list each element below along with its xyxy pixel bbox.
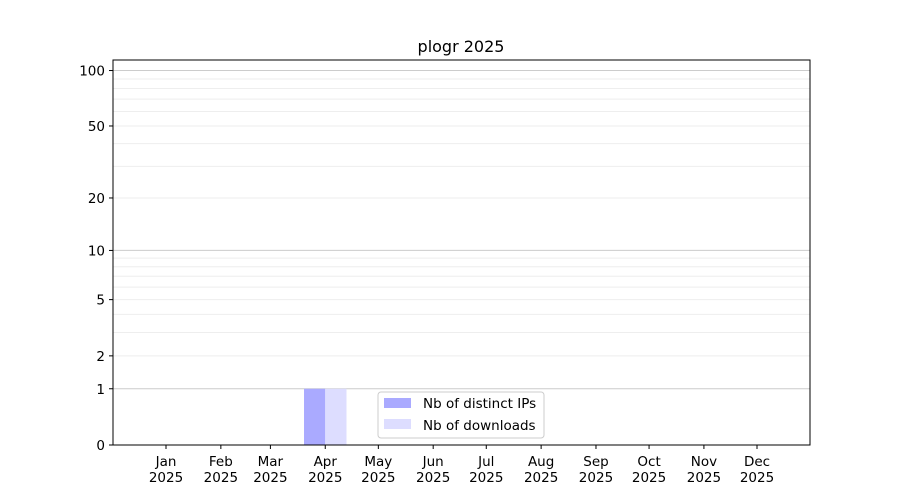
bar-distinct-ips xyxy=(304,388,326,445)
y-tick-label: 2 xyxy=(96,349,105,365)
bar-downloads xyxy=(325,388,347,445)
y-tick-label: 50 xyxy=(88,119,105,135)
x-tick-label: 2025 xyxy=(253,470,287,486)
legend-label-downloads: Nb of downloads xyxy=(423,418,536,434)
x-tick-label: 2025 xyxy=(361,470,395,486)
x-tick-label: 2025 xyxy=(149,470,183,486)
y-tick-label: 5 xyxy=(96,293,105,309)
chart-title: plogr 2025 xyxy=(418,37,505,56)
x-tick-label: Jul xyxy=(477,454,494,470)
x-tick-label: Oct xyxy=(637,454,660,470)
x-tick-label: 2025 xyxy=(687,470,721,486)
grid xyxy=(113,70,810,390)
x-tick-label: 2025 xyxy=(204,470,238,486)
y-tick-label: 100 xyxy=(79,64,105,80)
x-tick-label: Aug xyxy=(528,454,554,470)
x-tick-label: 2025 xyxy=(524,470,558,486)
y-axis: 0 1 2 5 10 20 50 100 xyxy=(79,64,113,454)
x-tick-label: 2025 xyxy=(740,470,774,486)
x-tick-label: Feb xyxy=(209,454,233,470)
x-tick-label: Sep xyxy=(583,454,608,470)
plot-frame xyxy=(112,59,811,446)
x-axis: Jan2025Feb2025Mar2025Apr2025May2025Jun20… xyxy=(149,445,774,486)
y-tick-label: 20 xyxy=(88,191,105,207)
x-tick-label: Jun xyxy=(422,454,444,470)
legend-frame xyxy=(377,391,545,439)
x-tick-label: Jan xyxy=(155,454,177,470)
legend-label-distinct-ips: Nb of distinct IPs xyxy=(423,396,536,412)
y-tick-label: 1 xyxy=(96,382,105,398)
x-tick-label: Nov xyxy=(691,454,717,470)
legend: Nb of distinct IPs Nb of downloads xyxy=(377,391,545,439)
x-tick-label: 2025 xyxy=(632,470,666,486)
legend-swatch-distinct-ips xyxy=(384,398,411,408)
x-tick-label: 2025 xyxy=(308,470,342,486)
x-tick-label: 2025 xyxy=(579,470,613,486)
x-tick-label: 2025 xyxy=(469,470,503,486)
x-tick-label: 2025 xyxy=(416,470,450,486)
x-tick-label: Apr xyxy=(314,454,338,470)
y-tick-label: 0 xyxy=(96,438,105,454)
y-tick-label: 10 xyxy=(88,243,105,259)
x-tick-label: May xyxy=(364,454,392,470)
bars xyxy=(304,388,347,445)
legend-swatch-downloads xyxy=(384,419,411,429)
x-tick-label: Dec xyxy=(744,454,770,470)
x-tick-label: Mar xyxy=(258,454,284,470)
